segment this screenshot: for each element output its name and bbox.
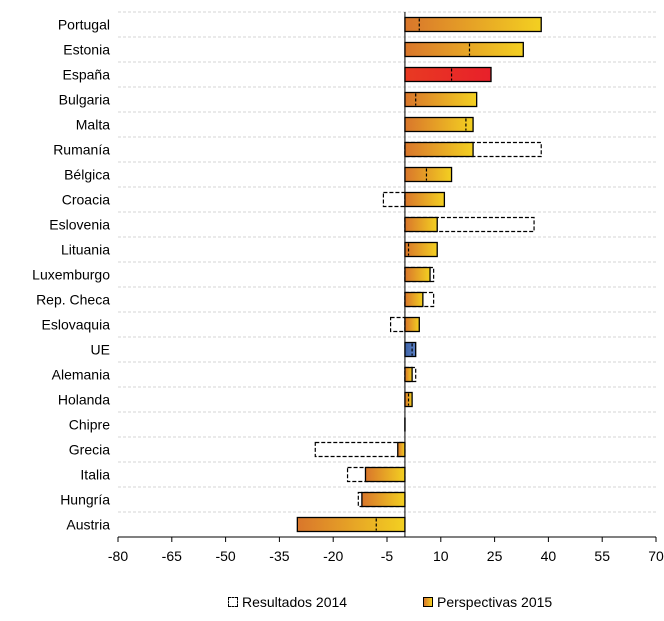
outline-resultados-2014: [314, 441, 406, 458]
category-label: Italia: [80, 467, 110, 483]
legend-label-perspectivas-2015: Perspectivas 2015: [437, 594, 553, 610]
category-label: Alemania: [52, 367, 111, 383]
category-label: Luxemburgo: [32, 267, 110, 283]
x-tick-label: -20: [323, 548, 343, 564]
category-labels: Portugal Estonia España Bulgaria Malta Rumaní…: [32, 17, 110, 533]
category-label: Holanda: [58, 392, 110, 408]
category-label: Chipre: [69, 417, 110, 433]
bar-perspectivas-2015: [404, 41, 524, 58]
category-label: Estonia: [63, 42, 110, 58]
category-label: Eslovaquia: [42, 317, 111, 333]
bar-perspectivas-2015: [404, 166, 453, 183]
category-label: España: [63, 67, 111, 83]
bar-perspectivas-2015: [404, 266, 431, 283]
bar-perspectivas-2015: [404, 66, 492, 83]
category-label: Rumanía: [53, 142, 110, 158]
bar-perspectivas-2015: [404, 241, 438, 258]
legend-label-resultados-2014: Resultados 2014: [242, 594, 348, 610]
x-tick-label: -80: [108, 548, 128, 564]
outline-resultados-2014: [357, 491, 406, 508]
category-label: Bulgaria: [59, 92, 111, 108]
x-tick-label: 10: [433, 548, 449, 564]
legend-swatch-dashed: [228, 597, 238, 607]
bar-perspectivas-2015: [404, 366, 413, 383]
category-label: Malta: [76, 117, 110, 133]
bar-perspectivas-2015: [296, 516, 406, 533]
bar-perspectivas-2015: [404, 341, 417, 358]
x-tick-label: 70: [648, 548, 664, 564]
bar-perspectivas-2015: [404, 191, 446, 208]
category-label: Grecia: [69, 442, 110, 458]
perspectivas-2015-series: [296, 16, 542, 533]
bar-perspectivas-2015: [404, 316, 420, 333]
legend-item-perspectivas-2015: Perspectivas 2015: [423, 594, 552, 610]
category-label: Bélgica: [64, 167, 110, 183]
legend-swatch-bar: [423, 597, 433, 607]
category-label: Lituania: [61, 242, 110, 258]
category-label: Hungría: [60, 492, 110, 508]
outline-resultados-2014: [382, 191, 406, 208]
gridlines: [118, 11, 656, 538]
x-tick-label: 55: [594, 548, 610, 564]
category-label: Portugal: [58, 17, 110, 33]
legend: Resultados 2014 Perspectivas 2015: [0, 594, 664, 614]
category-label: Austria: [66, 517, 110, 533]
category-label: Croacia: [62, 192, 110, 208]
category-label: UE: [91, 342, 110, 358]
outline-resultados-2014: [346, 466, 406, 483]
bar-perspectivas-2015: [404, 16, 542, 33]
x-tick-label: 25: [487, 548, 503, 564]
category-label: Eslovenia: [49, 217, 110, 233]
category-label: Rep. Checa: [36, 292, 110, 308]
bar-perspectivas-2015: [364, 466, 406, 483]
axes: -80 -65 -50 -35 -20 -5 10 25 40 55 70: [108, 12, 664, 564]
bar-perspectivas-2015: [397, 441, 406, 458]
x-tick-label: -5: [381, 548, 394, 564]
bar-perspectivas-2015: [361, 491, 406, 508]
bar-perspectivas-2015: [404, 141, 474, 158]
outline-resultados-2014: [389, 316, 406, 333]
x-tick-label: 40: [541, 548, 557, 564]
bar-perspectivas-2015: [404, 291, 424, 308]
bar-perspectivas-2015: [404, 216, 438, 233]
x-tick-label: -35: [269, 548, 289, 564]
x-tick-label: -50: [215, 548, 235, 564]
bar-perspectivas-2015: [404, 116, 474, 133]
legend-item-resultados-2014: Resultados 2014: [228, 594, 347, 610]
x-tick-label: -65: [162, 548, 182, 564]
